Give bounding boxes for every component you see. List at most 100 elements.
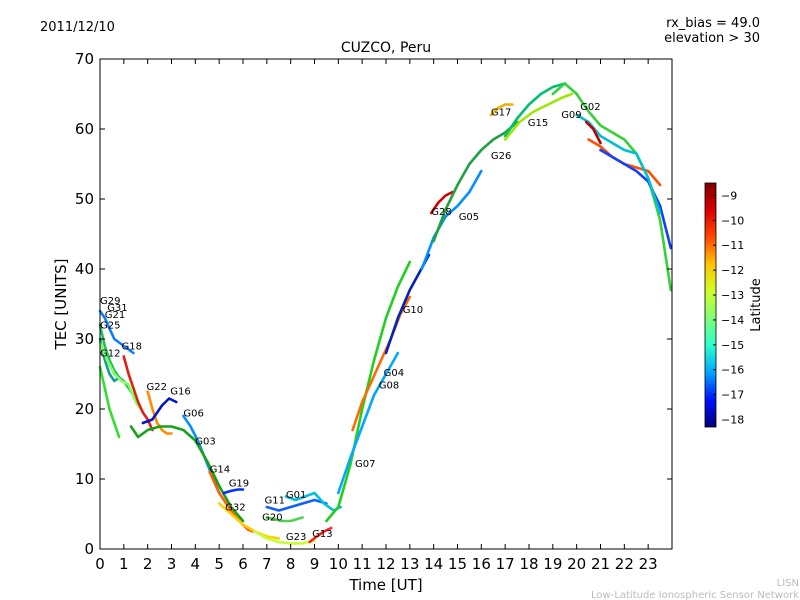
y-tick-label: 0 xyxy=(84,540,94,558)
series-label-g06: G06 xyxy=(183,409,203,420)
x-tick-label: 16 xyxy=(472,555,491,573)
x-tick-label: 23 xyxy=(639,555,658,573)
series-line-g11 xyxy=(265,498,328,512)
axis-ticks: 0 1 2 3 4 5 6 7 8 9 10 11 12 13 14 15 16 17 18 19 20 21 22 2301… xyxy=(75,50,672,573)
colorbar-tick-label: −15 xyxy=(721,339,744,352)
y-tick-label: 40 xyxy=(75,260,94,278)
x-tick-label: 9 xyxy=(310,555,320,573)
series-label-g02: G02 xyxy=(580,102,600,113)
series-label-g32: G32 xyxy=(225,503,245,514)
x-axis-label: Time [UT] xyxy=(348,576,422,594)
series-label-g29: G29 xyxy=(100,296,120,307)
colorbar-tick-label: −18 xyxy=(721,414,744,427)
series-label-g13: G13 xyxy=(312,529,332,540)
colorbar-tick-label: −16 xyxy=(721,364,744,377)
series-line-g13 xyxy=(308,526,333,544)
series-label-g01: G01 xyxy=(286,490,306,501)
series-label-g22: G22 xyxy=(147,382,167,393)
x-tick-label: 15 xyxy=(448,555,467,573)
colorbar-tick-label: −11 xyxy=(721,239,744,252)
y-tick-label: 50 xyxy=(75,190,94,208)
series-label-g18: G18 xyxy=(122,342,142,353)
y-axis-label: TEC [UNITS] xyxy=(52,259,70,351)
series-line-g20 xyxy=(265,516,304,523)
x-tick-label: 8 xyxy=(286,555,296,573)
x-tick-label: 10 xyxy=(329,555,348,573)
series-line-g15 xyxy=(503,82,567,138)
series-line-g09 xyxy=(503,92,574,141)
series-label-g19: G19 xyxy=(229,479,249,490)
x-tick-label: 5 xyxy=(214,555,224,573)
colorbar xyxy=(704,182,717,428)
series-label-g17: G17 xyxy=(491,108,511,119)
series-label-g31: G31 xyxy=(107,303,127,314)
x-tick-label: 18 xyxy=(519,555,538,573)
colorbar-label: Latitude xyxy=(749,278,764,332)
x-tick-label: 19 xyxy=(543,555,562,573)
x-tick-label: 14 xyxy=(424,555,443,573)
series-label-g16: G16 xyxy=(170,386,190,397)
series-line-g25 xyxy=(98,341,142,411)
series-label-g21: G21 xyxy=(105,310,125,321)
x-tick-label: 6 xyxy=(238,555,248,573)
series-line-g16 xyxy=(141,397,178,425)
series-label-g04: G04 xyxy=(384,368,404,379)
series-line-g17 xyxy=(489,103,514,117)
y-tick-label: 30 xyxy=(75,330,94,348)
chart-title: CUZCO, Peru xyxy=(341,40,431,56)
series-line-g19 xyxy=(222,488,245,495)
series-label-g05: G05 xyxy=(459,212,479,223)
series-group xyxy=(98,82,673,545)
series-label-g28: G28 xyxy=(431,207,451,218)
y-tick-label: 60 xyxy=(75,120,94,138)
colorbar-tick-label: −9 xyxy=(721,189,737,202)
series-line-g14 xyxy=(208,470,254,533)
date-label: 2011/12/10 xyxy=(40,20,115,35)
series-label-g20: G20 xyxy=(262,512,282,523)
y-tick-label: 70 xyxy=(75,50,94,68)
series-line-g12 xyxy=(98,365,121,439)
x-tick-label: 2 xyxy=(143,555,153,573)
series-line-g28 xyxy=(429,190,455,215)
series-line-g23 xyxy=(253,530,316,545)
elevation-label: elevation > 30 xyxy=(664,31,760,46)
series-label-g03: G03 xyxy=(195,437,215,448)
x-tick-label: 13 xyxy=(400,555,419,573)
series-line-g29 xyxy=(98,309,135,355)
x-tick-label: 1 xyxy=(119,555,129,573)
colorbar-tick-label: −12 xyxy=(721,264,744,277)
series-line-g01 xyxy=(284,491,343,512)
colorbar-tick-label: −14 xyxy=(721,314,744,327)
org-long-label: Low-Latitude Ionospheric Sensor Network xyxy=(591,590,799,600)
x-tick-label: 3 xyxy=(167,555,177,573)
series-label-g12: G12 xyxy=(100,349,120,360)
x-tick-label: 11 xyxy=(353,555,372,573)
colorbar-ticks: −9 −10 −11 −12 −13 −14 −15 −16 −17 −18 xyxy=(713,189,744,427)
series-line-g24 xyxy=(599,148,673,250)
x-tick-label: 22 xyxy=(615,555,634,573)
series-label-g14: G14 xyxy=(210,465,230,476)
series-line-g08 xyxy=(336,351,400,495)
series-line-g05 xyxy=(420,169,483,271)
series-line-g30 xyxy=(575,113,662,215)
x-tick-label: 21 xyxy=(591,555,610,573)
colorbar-tick-label: −10 xyxy=(721,214,744,227)
series-label-g25: G25 xyxy=(100,321,120,332)
colorbar-tick-label: −13 xyxy=(721,289,744,302)
x-tick-label: 4 xyxy=(191,555,201,573)
y-tick-label: 10 xyxy=(75,470,94,488)
series-label-g10: G10 xyxy=(403,305,423,316)
series-label-g08: G08 xyxy=(379,381,399,392)
series-line-g32 xyxy=(217,502,281,540)
series-line-g07 xyxy=(325,260,412,523)
series-label-g26: G26 xyxy=(491,151,511,162)
series-line-g26 xyxy=(432,120,519,243)
series-line-g18 xyxy=(122,355,154,432)
series-line-g35 xyxy=(584,120,602,145)
x-tick-label: 12 xyxy=(376,555,395,573)
x-tick-label: 17 xyxy=(496,555,515,573)
series-line-g31 xyxy=(98,323,135,397)
series-label-g15: G15 xyxy=(528,118,548,129)
